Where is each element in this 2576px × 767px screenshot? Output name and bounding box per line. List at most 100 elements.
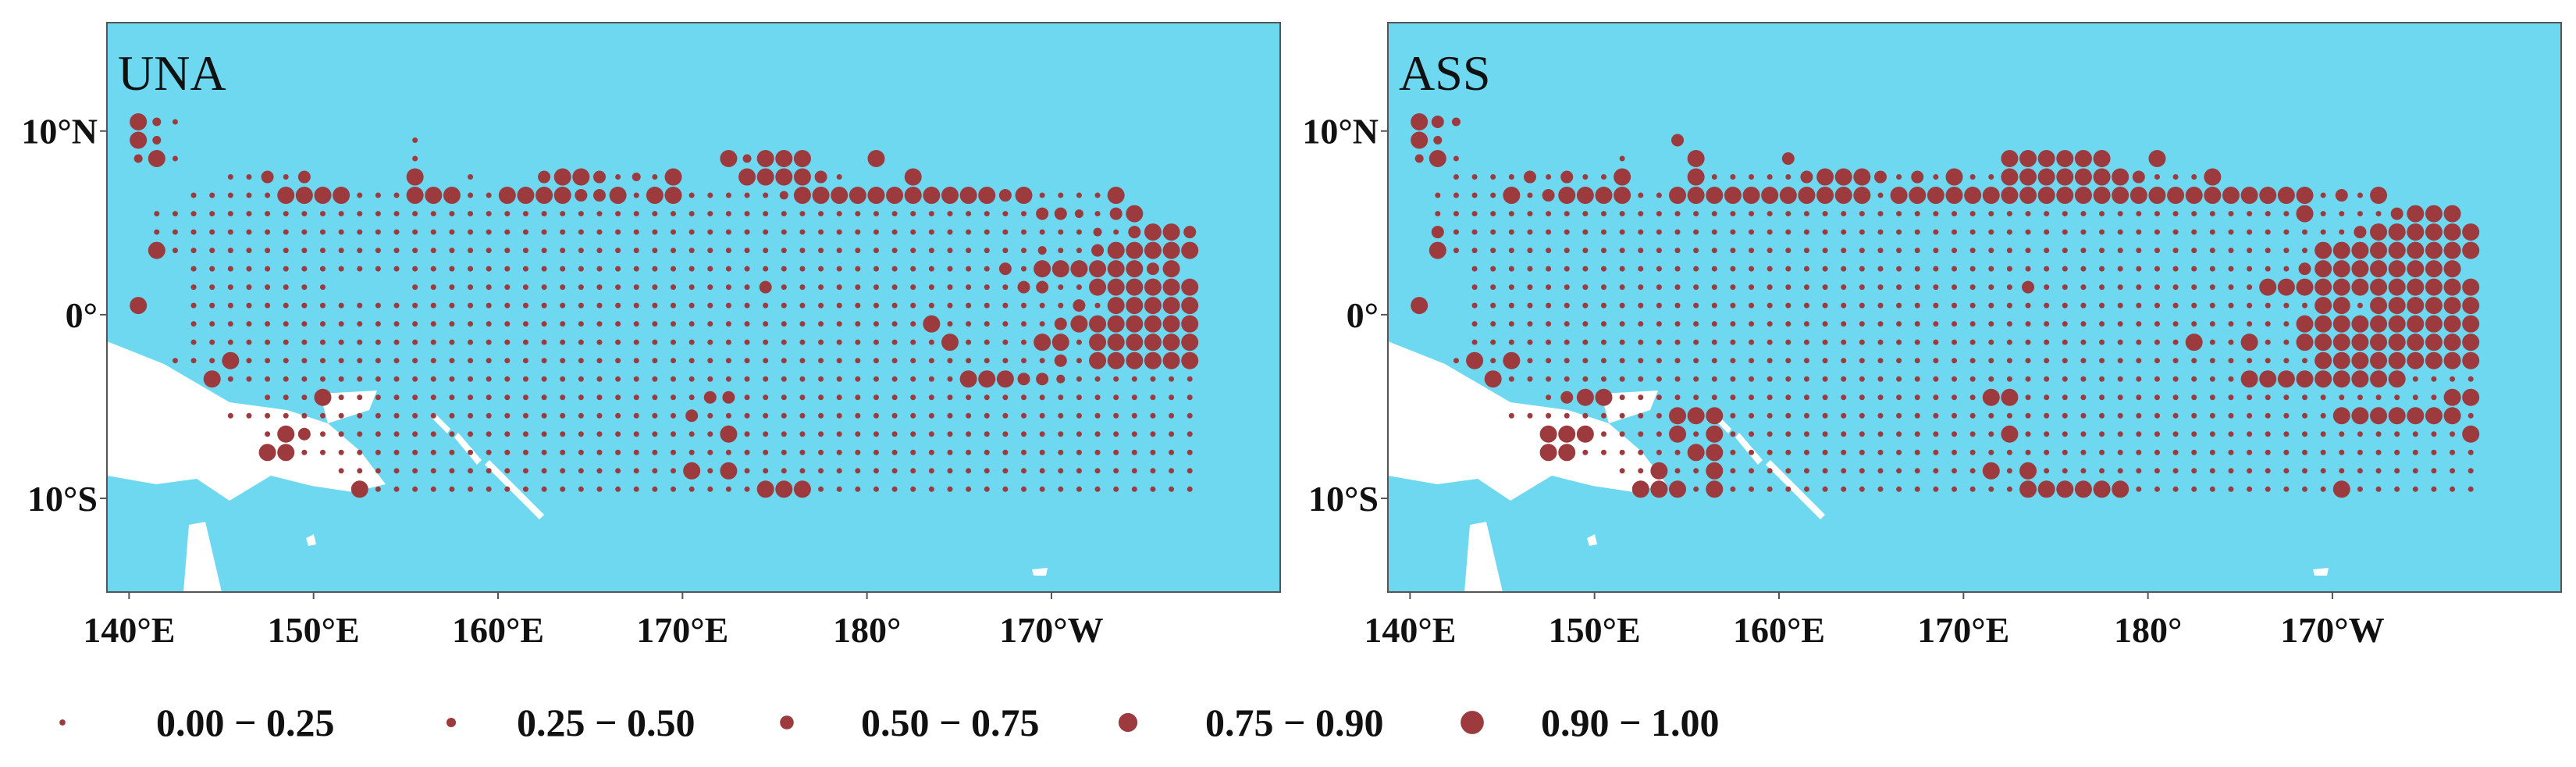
point — [1816, 168, 1834, 186]
point — [1674, 394, 1681, 401]
point — [1674, 266, 1681, 272]
point — [1058, 486, 1064, 492]
point — [2247, 394, 2253, 401]
point — [1785, 266, 1791, 272]
point — [375, 321, 381, 327]
point — [2462, 297, 2480, 315]
point — [190, 302, 197, 309]
point — [1039, 412, 1045, 419]
point — [1076, 229, 1082, 235]
point — [688, 211, 695, 217]
point — [468, 412, 474, 419]
point — [2283, 468, 2290, 474]
point — [1600, 449, 1606, 455]
point — [283, 174, 289, 180]
point — [2172, 358, 2179, 364]
point — [2320, 431, 2326, 437]
point — [152, 136, 162, 145]
point — [1952, 486, 1958, 492]
point — [393, 486, 400, 492]
point — [430, 486, 436, 492]
point — [1150, 412, 1156, 419]
point — [1638, 376, 1644, 382]
point — [1021, 266, 1027, 272]
point — [560, 321, 566, 327]
point — [1034, 260, 1051, 278]
point — [2357, 211, 2363, 217]
point — [2019, 462, 2037, 480]
point — [1002, 358, 1009, 364]
point — [1076, 486, 1082, 492]
panel-title: ASS — [1399, 45, 1490, 101]
point — [2283, 449, 2290, 455]
point — [2006, 321, 2012, 327]
point — [2467, 412, 2474, 419]
point — [265, 431, 271, 437]
point — [984, 394, 990, 401]
point — [1952, 339, 1958, 345]
point — [2283, 321, 2290, 327]
point — [873, 358, 879, 364]
point — [338, 339, 344, 345]
point — [1126, 334, 1144, 351]
point — [375, 358, 381, 364]
point — [1803, 449, 1809, 455]
point — [338, 229, 344, 235]
point — [1859, 339, 1865, 345]
point — [2148, 187, 2166, 205]
point — [1150, 431, 1156, 437]
point — [2099, 302, 2105, 309]
point — [172, 358, 178, 364]
point — [504, 486, 511, 492]
point — [688, 192, 695, 198]
point — [1638, 339, 1644, 345]
point — [2209, 394, 2215, 401]
point — [277, 425, 295, 443]
point — [2351, 334, 2369, 351]
point — [2283, 486, 2290, 492]
point — [2388, 407, 2406, 425]
point — [430, 211, 436, 217]
point — [1094, 431, 1101, 437]
point — [375, 339, 381, 345]
point — [707, 266, 713, 272]
point — [1767, 486, 1773, 492]
point — [2351, 315, 2369, 333]
point — [209, 192, 215, 198]
point — [541, 339, 547, 345]
point — [1094, 192, 1101, 198]
point — [1523, 170, 1536, 184]
point — [2339, 229, 2345, 235]
point — [1822, 431, 1828, 437]
point — [1595, 187, 1613, 205]
point — [265, 266, 271, 272]
point — [947, 321, 953, 327]
point — [1162, 278, 1180, 296]
point — [283, 211, 289, 217]
point — [265, 192, 271, 198]
point — [430, 358, 436, 364]
point — [2001, 187, 2019, 205]
point — [2462, 223, 2480, 241]
point — [1859, 468, 1865, 474]
point — [873, 376, 879, 382]
point — [671, 486, 677, 492]
point — [1054, 207, 1067, 220]
point — [1131, 412, 1137, 419]
point — [1017, 280, 1030, 294]
point — [1021, 468, 1027, 474]
point — [1600, 229, 1606, 235]
point — [297, 170, 311, 184]
point — [855, 486, 861, 492]
point — [2431, 449, 2437, 455]
point — [2006, 339, 2012, 345]
point — [2320, 412, 2326, 419]
point — [1656, 321, 1662, 327]
point — [1564, 358, 1570, 364]
point — [2462, 315, 2480, 333]
point — [1527, 192, 1533, 198]
point — [959, 187, 977, 205]
point — [1094, 302, 1101, 309]
point — [2117, 431, 2123, 437]
